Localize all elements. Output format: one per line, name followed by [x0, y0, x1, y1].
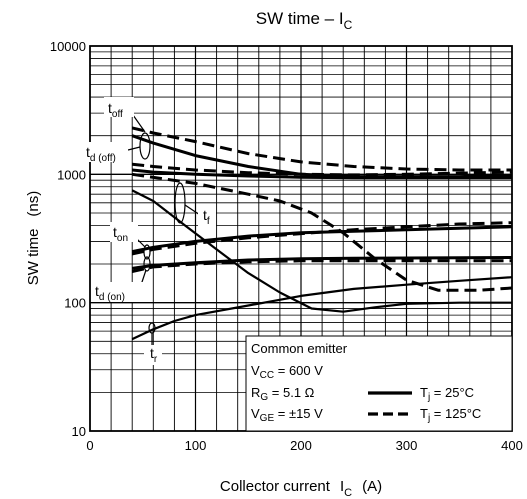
x-tick-label: 0	[86, 438, 93, 453]
condition-vcc: VCC = 600 V	[251, 363, 323, 381]
legend-label-25c: Tj = 25°C	[420, 385, 474, 403]
tf-leader	[184, 204, 201, 216]
tick-labels: 0 100 200 300 400 10 100 1000 10000	[50, 39, 523, 453]
series-tf-solid	[131, 189, 512, 313]
annotation-labels: toff td (off) tf ton td (on) tr	[84, 97, 216, 365]
legend: Common emitter VCC = 600 V RG = 5.1 Ω VG…	[245, 335, 513, 432]
annotation-tr: tr	[150, 345, 158, 365]
series-group	[131, 126, 512, 341]
toff-leader	[132, 114, 146, 133]
ton-leader	[136, 238, 146, 248]
x-tick-label: 300	[396, 438, 418, 453]
series-toff-dashed	[131, 126, 512, 172]
series-tdon-dashed	[131, 259, 512, 273]
y-tick-label: 10000	[50, 39, 86, 54]
series-ton-dashed	[131, 221, 512, 256]
legend-box	[245, 335, 513, 432]
annotation-markers	[127, 114, 201, 346]
annotation-tdon: td (on)	[95, 283, 125, 303]
y-tick-label: 10	[72, 424, 86, 439]
y-tick-label: 100	[64, 296, 86, 311]
x-tick-label: 200	[290, 438, 312, 453]
annotation-tdoff: td (off)	[86, 144, 116, 164]
y-tick-label: 1000	[57, 167, 86, 182]
legend-label-125c: Tj = 125°C	[420, 406, 481, 424]
tf-bracket-ellipse	[174, 182, 186, 224]
annotation-ton: ton	[113, 224, 128, 244]
condition-rg: RG = 5.1 Ω	[251, 385, 315, 403]
condition-common-emitter: Common emitter	[251, 341, 348, 356]
annotation-tf: tf	[203, 207, 210, 227]
y-axis-title: SW time(ns)	[25, 191, 42, 286]
toff-bracket-ellipse	[139, 132, 151, 160]
tdon-bracket-ellipse	[143, 256, 151, 272]
series-tdoff-dashed	[132, 162, 512, 177]
chart-title: SW time – IC	[256, 9, 353, 32]
condition-vge: VGE = ±15 V	[251, 406, 323, 424]
series-tdon-solid	[131, 256, 512, 270]
series-tr-solid	[131, 276, 512, 341]
tdoff-leader	[127, 146, 141, 151]
series-tdoff-solid	[132, 168, 512, 180]
x-tick-label: 100	[185, 438, 207, 453]
annotation-toff: toff	[108, 100, 123, 120]
x-axis-title: Collector current IC (A)	[220, 478, 382, 499]
ton-bracket-ellipse	[143, 244, 151, 260]
x-tick-label: 400	[501, 438, 523, 453]
